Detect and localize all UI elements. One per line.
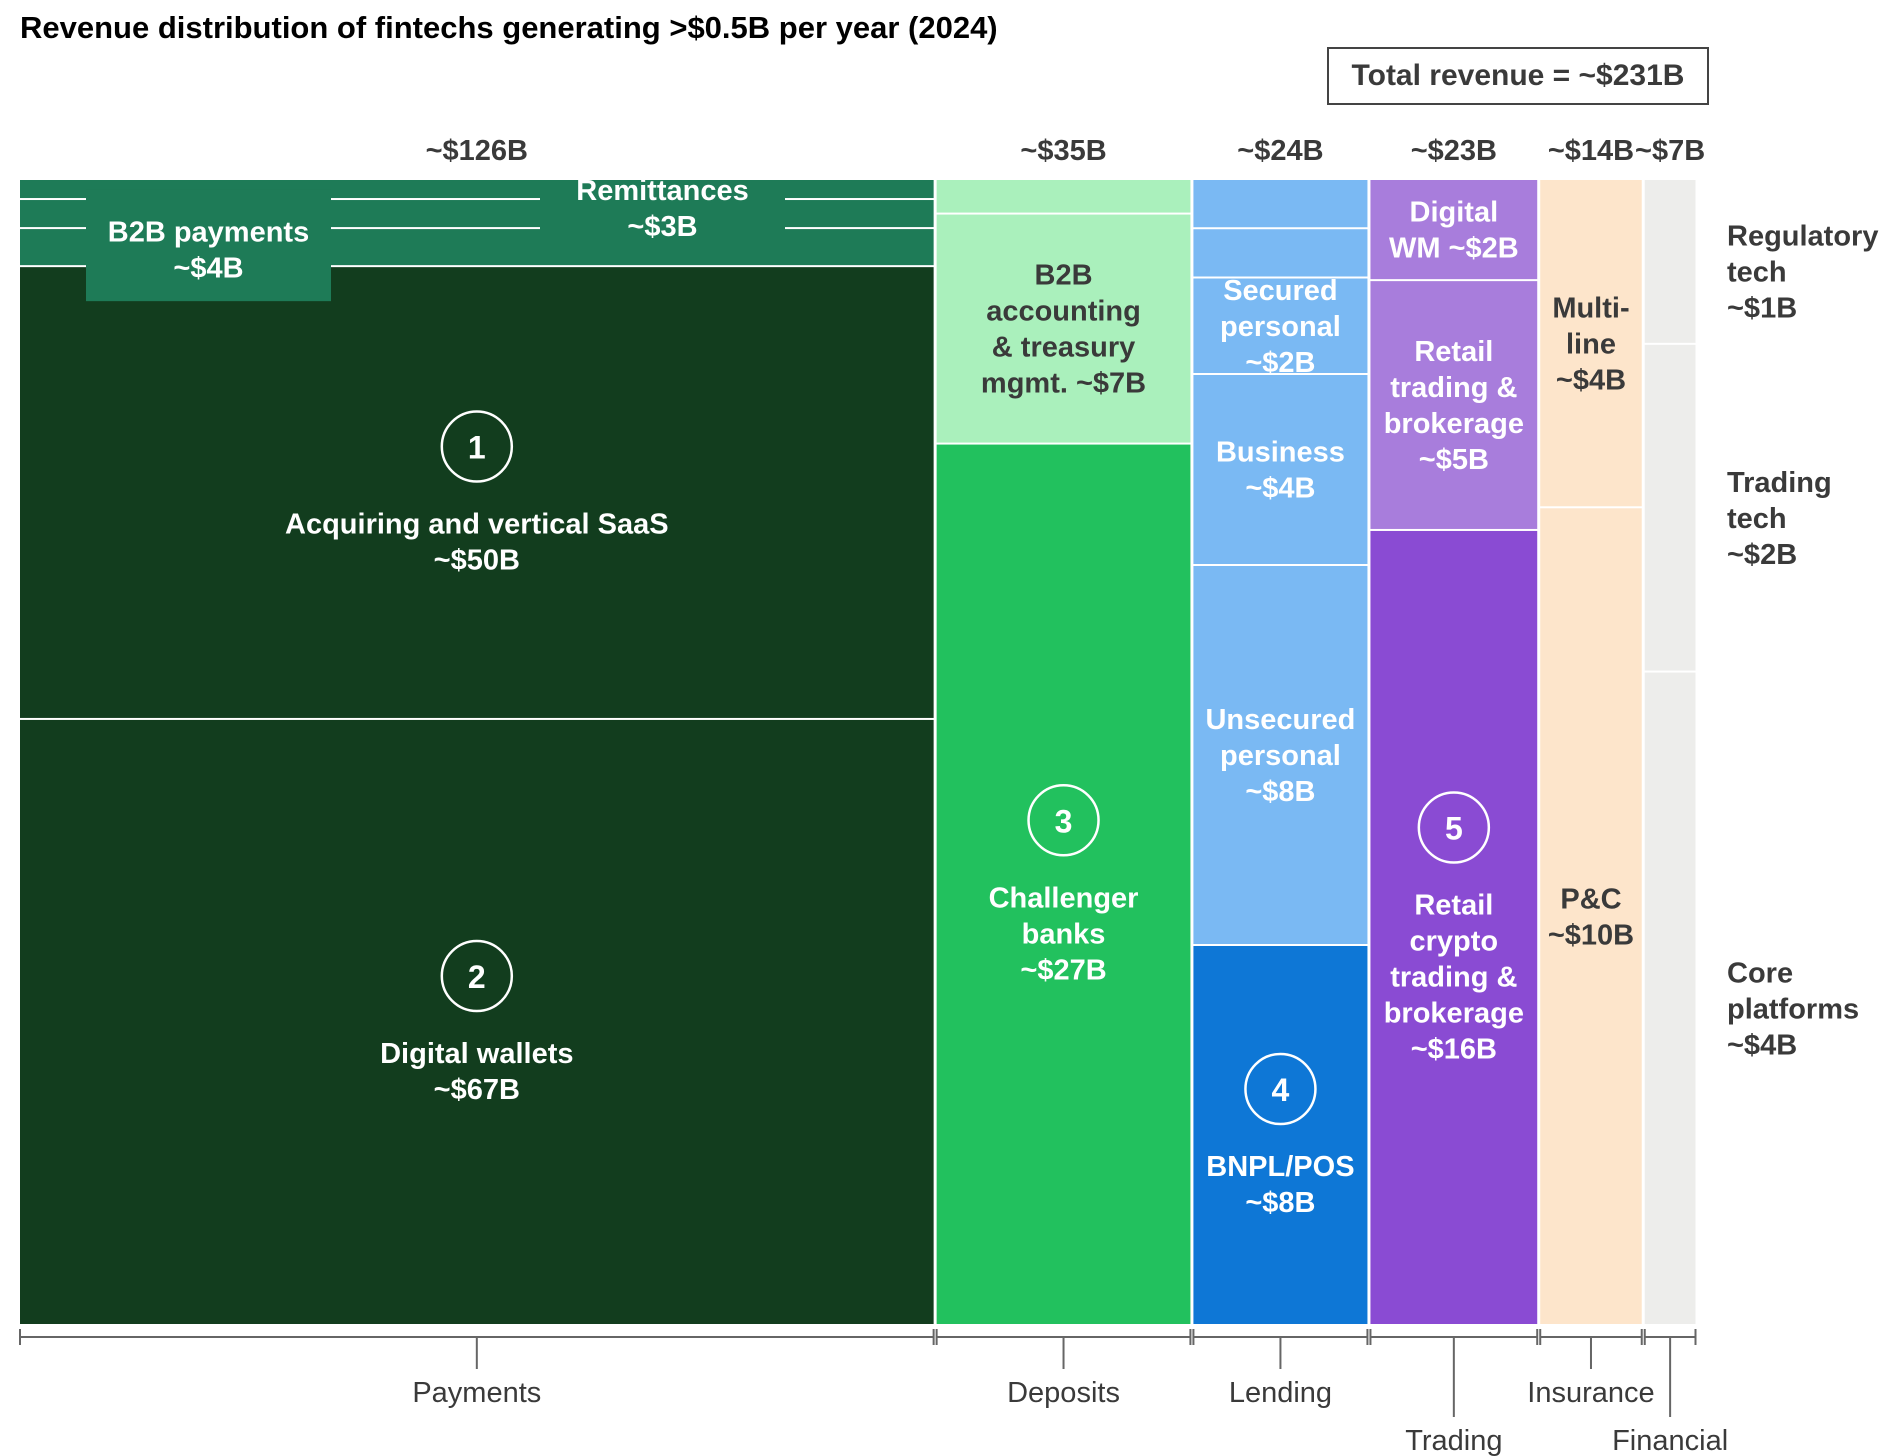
category-label-insurance: Insurance: [1527, 1377, 1654, 1409]
category-label-lending: Lending: [1229, 1377, 1332, 1409]
badge-number-4: 4: [1272, 1072, 1290, 1108]
column-total-lending: ~$24B: [1237, 135, 1323, 167]
column-total-deposits: ~$35B: [1020, 135, 1106, 167]
segment-label-multi-line: Multi-line ~$4B: [1552, 292, 1629, 396]
category-label-financial: Financial: [1612, 1425, 1728, 1456]
side-label-core-platforms: Core platforms ~$4B: [1727, 957, 1859, 1061]
side-label-regulatory-tech: Regulatory tech ~$1B: [1727, 221, 1878, 325]
segment-retail-trading-brokerage: [1370, 281, 1538, 529]
segment-label-acquiring-and-vertical-saas: Acquiring and vertical SaaS ~$50B: [285, 509, 669, 577]
b2b-payments-tab: [86, 189, 331, 302]
category-label-trading: Trading: [1405, 1425, 1502, 1456]
segment-p-c: [1540, 508, 1642, 1324]
badge-1: [440, 410, 514, 483]
badge-4: [1244, 1052, 1317, 1126]
segment-deposits-other: [936, 180, 1191, 213]
column-total-insurance: ~$14B: [1548, 135, 1634, 167]
segment-label-b2b-accounting-treasury-mgmt: B2B accounting & treasury mgmt. ~$7B: [981, 260, 1146, 400]
segment-label-retail-crypto-trading-brokerage: Retail crypto trading & brokerage ~$16B: [1384, 890, 1524, 1066]
segment-regulatory-tech: [1644, 180, 1696, 343]
segment-acquiring-and-vertical-saas: [20, 267, 934, 718]
segment-trading-tech: [1644, 344, 1696, 671]
badge-5: [1417, 791, 1491, 864]
column-total-trading: ~$23B: [1411, 135, 1497, 167]
segment-label-b2b-payments: B2B payments ~$4B: [108, 216, 309, 284]
side-label-trading-tech: Trading tech ~$2B: [1727, 467, 1832, 571]
total-revenue-box: Total revenue = ~$231B: [1327, 47, 1709, 105]
segment-unsecured-personal: [1193, 566, 1368, 944]
segment-label-secured-personal: Secured personal ~$2B: [1220, 275, 1341, 379]
segment-lending-other-1: [1193, 180, 1368, 228]
segment-label-challenger-banks: Challenger banks ~$27B: [989, 882, 1139, 986]
segment-label-remittances: Remittances ~$3B: [576, 175, 748, 243]
segment-label-unsecured-personal: Unsecured personal ~$8B: [1205, 704, 1355, 808]
badge-2: [440, 939, 514, 1013]
segment-bnpl-pos: [1193, 946, 1368, 1324]
segment-label-digital-wallets: Digital wallets ~$67B: [380, 1038, 573, 1106]
segment-label-bnpl-pos: BNPL/POS ~$8B: [1206, 1151, 1354, 1219]
segment-secured-personal: [1193, 278, 1368, 373]
segment-multi-line: [1540, 180, 1642, 507]
badge-number-2: 2: [468, 959, 486, 995]
column-total-financial: ~$7B: [1635, 135, 1705, 167]
column-total-payments: ~$126B: [426, 135, 528, 167]
badge-number-1: 1: [468, 430, 486, 466]
segment-challenger-banks: [936, 444, 1191, 1325]
segment-label-business: Business ~$4B: [1216, 437, 1345, 505]
badge-number-5: 5: [1445, 811, 1463, 847]
segment-lending-other-2: [1193, 229, 1368, 277]
segment-label-retail-trading-brokerage: Retail trading & brokerage ~$5B: [1384, 336, 1524, 476]
segment-business: [1193, 375, 1368, 564]
category-label-deposits: Deposits: [1007, 1377, 1120, 1409]
segment-digital-wm: [1370, 180, 1538, 280]
segment-label-p-c: P&C ~$10B: [1548, 883, 1634, 951]
chart-title: Revenue distribution of fintechs generat…: [20, 10, 998, 45]
badge-3: [1027, 784, 1100, 857]
remittances-tab: [540, 180, 785, 233]
segment-retail-crypto-trading-brokerage: [1370, 530, 1538, 1324]
segment-b2b-accounting-treasury-mgmt: [936, 214, 1191, 443]
segment-digital-wallets: [20, 719, 934, 1324]
badge-number-3: 3: [1055, 803, 1073, 839]
category-label-payments: Payments: [412, 1377, 541, 1409]
segment-label-digital-wm: Digital WM ~$2B: [1389, 197, 1519, 265]
segment-core-platforms: [1644, 672, 1696, 1324]
